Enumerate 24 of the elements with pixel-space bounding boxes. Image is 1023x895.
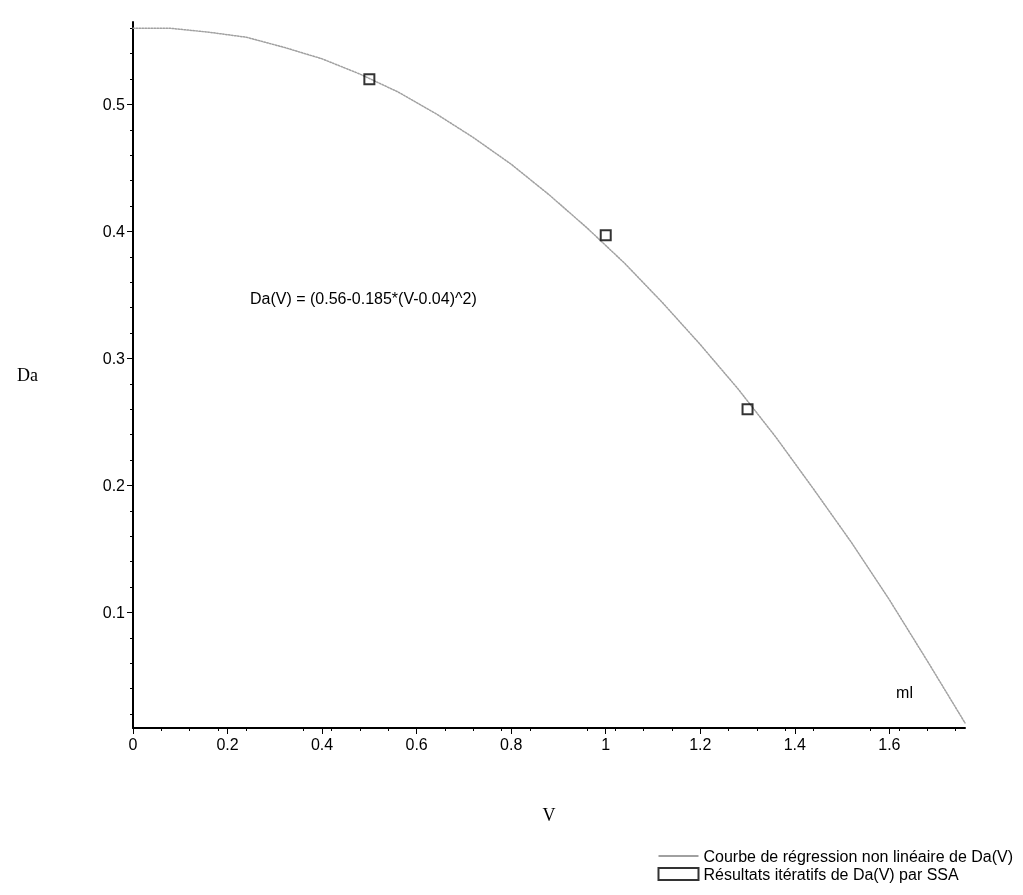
x-tick-label: 0.2	[216, 735, 239, 753]
x-axis-title: V	[542, 805, 556, 825]
x-tick-label: 1.2	[689, 735, 712, 753]
x-tick-label: 0.6	[405, 735, 428, 753]
point	[363, 73, 376, 86]
y-tick-label: 0.1	[102, 603, 126, 621]
x-tick-label: 0	[128, 735, 138, 753]
annotation: ml	[896, 683, 914, 701]
x-tick-label: 1.4	[783, 735, 807, 753]
y-axis-title: Da	[17, 365, 38, 385]
y-tick-label: 0.2	[102, 476, 126, 494]
line-series	[132, 27, 966, 724]
y-tick-label: 0.5	[102, 96, 126, 114]
x-tick-label: 0.8	[500, 735, 523, 753]
point	[599, 229, 612, 242]
point	[741, 403, 754, 416]
y-tick-label: 0.4	[102, 223, 126, 241]
x-tick-label: 1.6	[878, 735, 901, 753]
x-tick-label: 1	[601, 735, 611, 753]
legend-label: Résultats itératifs de Da(V) par SSA	[703, 865, 960, 883]
annotation: Da(V) = (0.56-0.185*(V-0.04)^2)	[250, 289, 477, 307]
x-tick-label: 0.4	[310, 735, 334, 753]
legend-label: Courbe de régression non linéaire de Da(V)	[703, 847, 1014, 865]
y-tick-label: 0.3	[102, 349, 126, 367]
